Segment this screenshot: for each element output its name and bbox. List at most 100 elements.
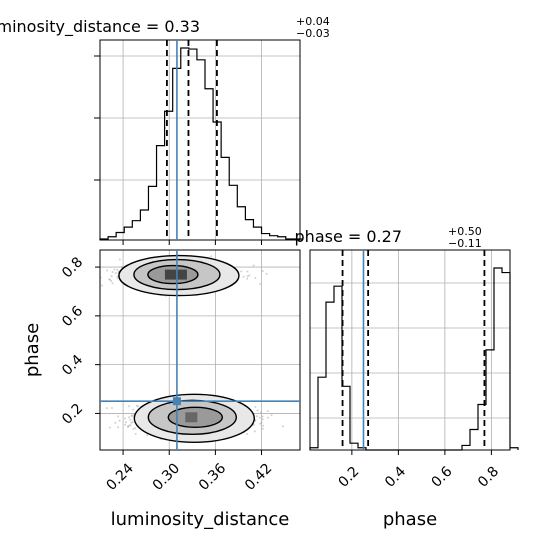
- phase-histogram-panel: 0.2 0.4 0.6 0.8: [309, 249, 519, 491]
- joint-scatter-point: [132, 408, 135, 411]
- joint-scatter-point: [242, 275, 245, 278]
- joint-scatter-point: [106, 269, 109, 272]
- joint-scatter-point: [256, 409, 259, 412]
- joint-scatter-point: [129, 424, 132, 427]
- joint-scatter-point: [134, 432, 137, 435]
- joint-scatter-point: [111, 282, 114, 285]
- joint-scatter-point: [127, 426, 130, 428]
- phase-hist-xtick-label: 0.4: [382, 464, 409, 491]
- dist-hist-title-sub: −0.03: [296, 27, 330, 40]
- joint-scatter-point: [129, 418, 132, 421]
- joint-xtick-label: 0.42: [242, 460, 275, 493]
- phase-hist-title: phase = 0.27: [295, 227, 402, 246]
- x-axis-label-luminosity-distance: luminosity_distance: [111, 509, 290, 530]
- joint-scatter-point: [131, 414, 134, 417]
- y-axis-label-phase: phase: [22, 323, 43, 377]
- joint-scatter-point: [259, 282, 262, 285]
- joint-scatter-point: [270, 414, 273, 416]
- joint-scatter-point: [134, 427, 137, 430]
- joint-scatter-point: [146, 434, 149, 437]
- joint-scatter-point: [110, 275, 113, 278]
- joint-ytick-label: 0.8: [59, 254, 86, 281]
- joint-scatter-point: [114, 272, 117, 275]
- x-axis-label-phase: phase: [383, 509, 437, 530]
- dist-hist-frame: [99, 39, 301, 241]
- joint-scatter-point: [117, 415, 120, 418]
- dist-hist-title-sup: +0.04: [296, 15, 330, 28]
- phase-hist-step: [309, 267, 519, 451]
- joint-scatter-point: [118, 258, 121, 261]
- joint-scatter-point: [118, 419, 121, 422]
- joint-scatter-point: [111, 271, 114, 273]
- phase-hist-title-sub: −0.11: [448, 237, 482, 250]
- joint-scatter-point: [125, 421, 127, 424]
- joint-scatter-point: [117, 426, 120, 429]
- luminosity-distance-histogram-panel: [94, 39, 303, 245]
- phase-hist-xtick-label: 0.8: [475, 464, 502, 491]
- joint-scatter-point: [254, 277, 257, 279]
- joint-frame: [99, 249, 301, 451]
- joint-ytick-label: 0.4: [59, 352, 86, 379]
- joint-xtick-label: 0.24: [104, 460, 137, 493]
- joint-scatter-point: [261, 415, 264, 418]
- joint-scatter-point: [114, 421, 117, 424]
- joint-scatter-point: [261, 270, 264, 272]
- joint-scatter-point: [261, 427, 264, 430]
- joint-scatter-point: [246, 270, 249, 273]
- joint-scatter-point: [127, 425, 129, 428]
- upper-mode-core: [164, 269, 187, 280]
- joint-scatter-point: [124, 423, 127, 426]
- joint-scatter-point: [128, 424, 131, 427]
- joint-scatter-point: [110, 280, 113, 282]
- joint-scatter-point: [116, 275, 119, 278]
- joint-xtick-label: 0.36: [196, 460, 229, 493]
- joint-scatter-point: [266, 410, 269, 413]
- phase-hist-xtick-label: 0.2: [336, 464, 363, 491]
- joint-scatter-point: [281, 425, 284, 428]
- joint-scatter-point: [255, 415, 258, 418]
- dist-hist-title: luminosity_distance = 0.33: [0, 17, 200, 37]
- joint-ytick-label: 0.2: [59, 401, 86, 428]
- joint-scatter-point: [265, 272, 268, 275]
- joint-scatter-point: [128, 416, 130, 419]
- joint-scatter-point: [113, 268, 116, 271]
- joint-scatter-point: [137, 405, 140, 408]
- joint-truth-marker: [172, 397, 181, 406]
- joint-scatter-point: [101, 284, 104, 287]
- joint-scatter-point: [128, 405, 131, 408]
- phase-hist-xtick-label: 0.6: [429, 464, 456, 491]
- joint-scatter-point: [120, 266, 123, 269]
- joint-scatter-point: [106, 407, 108, 410]
- joint-scatter-point: [124, 417, 126, 420]
- phase-hist-frame: [309, 249, 511, 451]
- joint-scatter-point: [131, 421, 134, 424]
- joint-scatter-point: [248, 274, 251, 277]
- joint-scatter-point: [135, 404, 138, 407]
- joint-scatter-point: [130, 421, 133, 424]
- joint-scatter-point: [116, 268, 119, 271]
- joint-scatter-point: [254, 405, 257, 408]
- joint-scatter-point: [210, 255, 213, 258]
- joint-scatter-point: [259, 411, 262, 414]
- joint-scatter-point: [259, 422, 262, 425]
- joint-scatter-point: [260, 421, 263, 424]
- joint-scatter-point: [262, 424, 265, 427]
- dist-hist-step: [99, 47, 303, 240]
- joint-xtick-label: 0.30: [150, 460, 183, 493]
- joint-scatter-point: [132, 428, 135, 430]
- joint-scatter-point: [266, 416, 269, 419]
- joint-scatter-point: [116, 277, 119, 280]
- joint-scatter-point: [130, 415, 133, 418]
- joint-scatter-point: [246, 275, 249, 278]
- joint-scatter-point: [246, 277, 249, 280]
- joint-scatter-point: [246, 432, 249, 435]
- joint-scatter-point: [108, 278, 111, 281]
- joint-scatter-point: [261, 418, 264, 421]
- joint-scatter-point: [108, 426, 111, 429]
- joint-scatter-point: [111, 407, 113, 409]
- joint-ytick-label: 0.6: [59, 303, 86, 330]
- joint-scatter-point: [258, 416, 261, 419]
- joint-scatter-point: [240, 270, 243, 273]
